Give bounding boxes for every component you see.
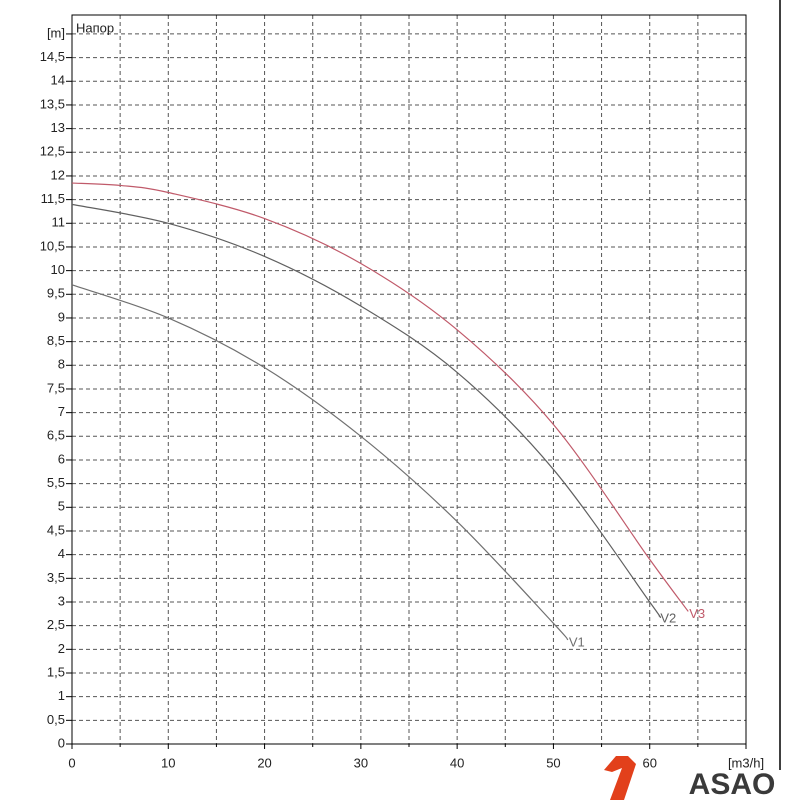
x-tick-label: 0 [68,755,75,770]
y-tick-label: 8 [58,357,65,372]
x-tick-label: 40 [450,755,464,770]
x-tick-label: 50 [546,755,560,770]
y-tick-label: 13,5 [40,96,65,111]
y-tick-label: 11,5 [41,191,65,206]
y-tick-label: 7 [58,404,65,419]
y-tick-label: 12,5 [40,144,65,159]
y-tick-label: 7,5 [47,380,65,395]
curve [71,284,569,641]
y-tick-label: 2 [58,641,65,656]
y-tick-label: 3,5 [47,570,65,585]
curve [71,182,689,612]
y-tick-label: 0,5 [47,712,65,727]
y-tick-label: 5,5 [47,475,65,490]
y-tick-label: 3 [58,593,65,608]
curve [71,203,662,618]
y-tick-label: 2,5 [47,617,65,632]
y-tick-label: 9,5 [47,286,65,301]
y-tick-label: 0 [58,735,65,750]
series-label: V2 [660,611,676,626]
y-tick-label: 14 [51,73,65,88]
x-tick-label: 10 [161,755,175,770]
y-tick-label: [m] [47,25,65,40]
x-tick-label: [m3/h] [728,755,764,770]
y-tick-label: 1 [58,688,65,703]
y-tick-label: 10,5 [40,238,65,253]
y-tick-label: 4 [58,546,65,561]
y-tick-label: 6,5 [47,428,65,443]
x-tick-label: 60 [642,755,656,770]
y-tick-label: 14,5 [40,49,65,64]
y-tick-label: 6 [58,451,65,466]
logo-text: ASAO [689,768,776,800]
logo-icon [604,756,636,800]
x-tick-label: 30 [354,755,368,770]
y-tick-label: 10 [51,262,65,277]
y-tick-label: 5 [58,499,65,514]
y-tick-label: 1,5 [47,664,65,679]
y-tick-label: 8,5 [47,333,65,348]
plot-frame [71,14,747,745]
series-label: V3 [689,606,705,621]
y-tick-label: 11 [52,215,66,230]
y-tick-label: 13 [51,120,65,135]
x-tick-label: 20 [257,755,271,770]
y-tick-label: 4,5 [47,522,65,537]
annotation: Напор [76,20,114,35]
y-tick-label: 9 [58,309,65,324]
series-label: V1 [569,634,585,649]
y-tick-label: 12 [51,167,65,182]
